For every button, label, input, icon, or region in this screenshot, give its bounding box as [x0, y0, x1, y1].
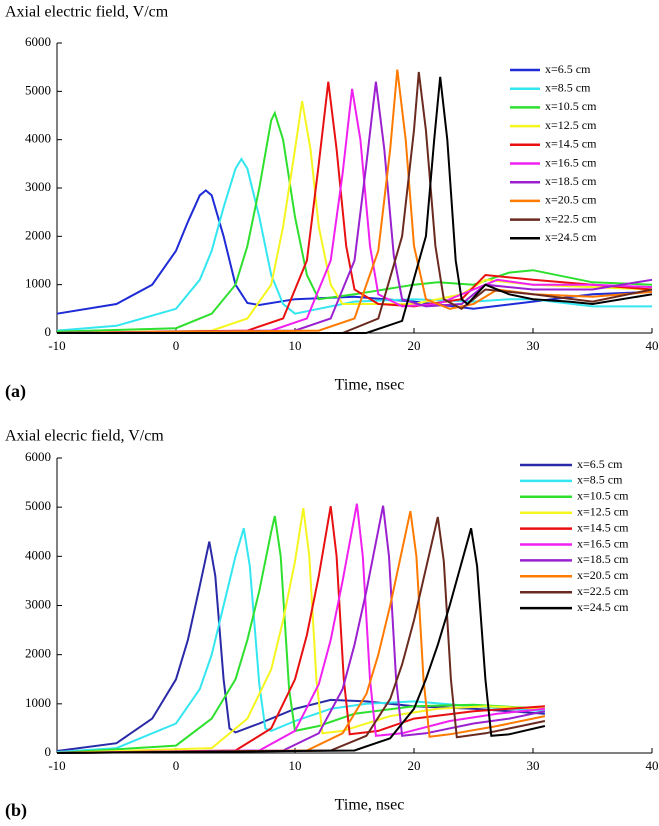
x-tick-label: -10 — [48, 758, 65, 773]
legend-label: x=22.5 cm — [545, 211, 597, 225]
x-tick-label: 10 — [289, 338, 302, 353]
data-line — [56, 528, 546, 754]
legend-label: x=6.5 cm — [577, 457, 623, 471]
y-tick-label: 6000 — [25, 34, 51, 49]
y-tick-label: 2000 — [25, 227, 51, 242]
y-tick-label: 3000 — [25, 596, 51, 611]
data-line — [56, 528, 545, 753]
data-line — [56, 81, 653, 334]
legend-label: x=14.5 cm — [545, 137, 597, 151]
y-tick-label: 3000 — [25, 179, 51, 194]
x-tick-label: 10 — [289, 758, 302, 773]
y-tick-label: 5000 — [25, 498, 51, 513]
x-tick-label: 40 — [646, 338, 659, 353]
legend-label: x=16.5 cm — [545, 155, 597, 169]
legend-label: x=10.5 cm — [545, 99, 597, 113]
x-axis-title: Time, nsec — [335, 377, 405, 394]
data-line — [56, 541, 545, 752]
data-line — [56, 510, 546, 754]
legend-label: x=10.5 cm — [577, 489, 629, 503]
legend-label: x=20.5 cm — [545, 193, 597, 207]
y-tick-label: 4000 — [25, 547, 51, 562]
x-axis-title: Time, nsec — [335, 797, 405, 814]
x-tick-label: -10 — [48, 338, 65, 353]
x-tick-label: 0 — [173, 758, 180, 773]
data-line — [56, 516, 546, 754]
y-tick-label: 6000 — [25, 449, 51, 464]
data-line — [57, 76, 653, 334]
chart-title: Axial electric field, V/cm — [5, 4, 169, 21]
data-line — [56, 81, 653, 334]
data-line — [56, 110, 653, 333]
panel-label: (b) — [5, 800, 27, 821]
legend-label: x=20.5 cm — [577, 568, 629, 582]
data-line — [56, 515, 545, 754]
x-tick-label: 20 — [408, 758, 421, 773]
data-line — [56, 505, 546, 754]
legend-label: x=18.5 cm — [545, 174, 597, 188]
y-tick-label: 1000 — [25, 695, 51, 710]
legend-label: x=24.5 cm — [577, 600, 629, 614]
panel-label: (a) — [5, 381, 26, 402]
y-tick-label: 5000 — [25, 82, 51, 97]
data-line — [56, 157, 652, 332]
x-tick-label: 20 — [408, 338, 421, 353]
x-tick-label: 30 — [527, 758, 540, 773]
legend-label: x=12.5 cm — [577, 504, 629, 518]
x-tick-label: 0 — [173, 338, 180, 353]
y-tick-label: 0 — [45, 324, 52, 339]
legend-label: x=18.5 cm — [577, 552, 629, 566]
data-line — [56, 506, 545, 754]
legend-label: x=16.5 cm — [577, 536, 629, 550]
legend-label: x=6.5 cm — [545, 62, 591, 76]
legend-label: x=24.5 cm — [545, 230, 597, 244]
y-tick-label: 4000 — [25, 131, 51, 146]
y-tick-label: 1000 — [25, 276, 51, 291]
chart-title: Axial elecric field, V/cm — [5, 428, 164, 445]
legend-label: x=8.5 cm — [545, 80, 591, 94]
legend-label: x=22.5 cm — [577, 584, 629, 598]
legend-label: x=14.5 cm — [577, 520, 629, 534]
data-line — [56, 88, 653, 334]
legend-label: x=12.5 cm — [545, 118, 597, 132]
x-tick-label: 40 — [646, 758, 659, 773]
legend-label: x=8.5 cm — [577, 473, 623, 487]
x-tick-label: 30 — [527, 338, 540, 353]
y-tick-label: 0 — [45, 744, 52, 759]
data-line — [56, 503, 546, 754]
y-tick-label: 2000 — [25, 646, 51, 661]
data-line — [56, 507, 545, 754]
